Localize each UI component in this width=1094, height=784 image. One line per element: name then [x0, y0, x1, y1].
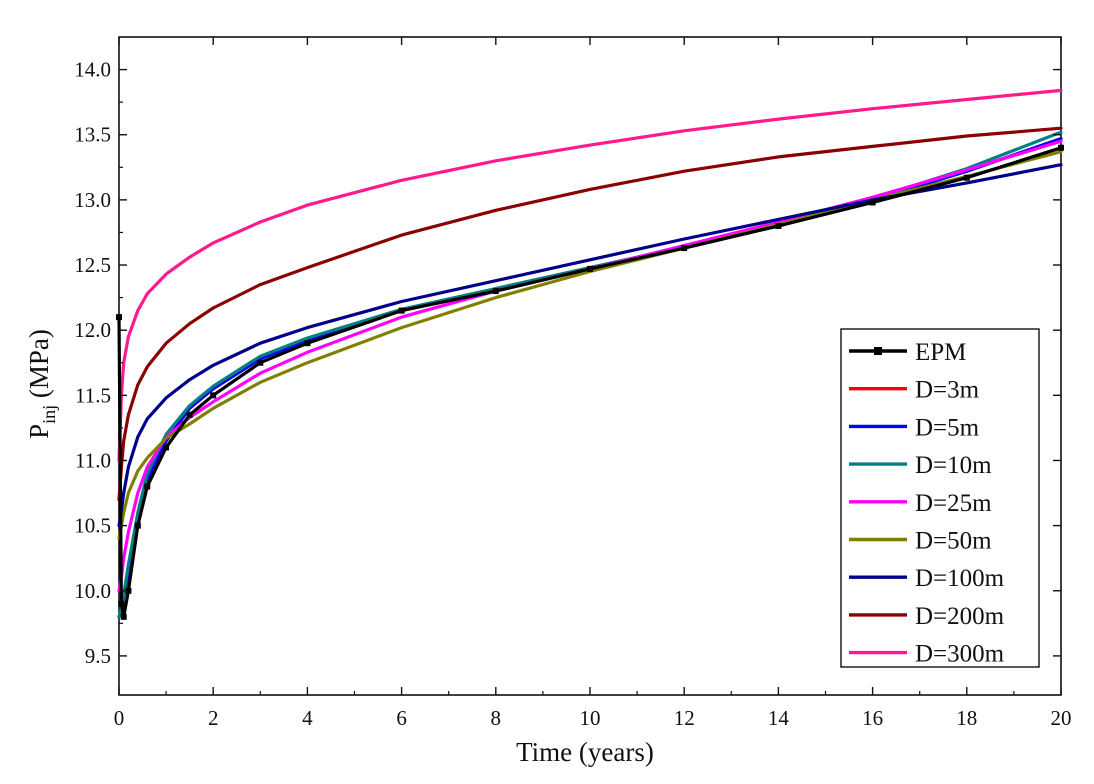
y-tick-label: 12.0: [74, 318, 111, 342]
y-tick-label: 14.0: [74, 58, 111, 82]
legend-label-d-5m: D=5m: [915, 414, 980, 441]
x-tick-label: 4: [302, 706, 313, 730]
series-line-d-100m: [117, 163, 1063, 528]
y-tick-label: 11.5: [75, 383, 111, 407]
series-layer: [116, 88, 1064, 620]
legend-label-d-3m: D=3m: [915, 377, 980, 404]
x-tick-label: 20: [1051, 706, 1072, 730]
legend-label-d-50m: D=50m: [915, 528, 992, 555]
series-point-epm: [134, 522, 141, 529]
x-axis-title: Time (years): [516, 737, 654, 767]
y-axis-title-unit: (MPa): [24, 329, 54, 405]
series-point-epm: [775, 222, 782, 229]
y-axis-title-subscript: inj: [39, 405, 59, 424]
y-tick-label: 13.0: [74, 188, 111, 212]
series-point-epm: [257, 359, 264, 366]
y-tick-label: 9.5: [85, 644, 111, 668]
series-point-epm: [304, 340, 311, 347]
series-point-epm: [681, 245, 688, 252]
legend-marker-epm: [874, 347, 882, 355]
y-tick-label: 13.5: [74, 123, 111, 147]
series-point-epm: [1058, 144, 1064, 151]
x-tick-label: 16: [862, 706, 883, 730]
series-point-epm: [210, 392, 217, 399]
series-point-epm: [125, 587, 132, 594]
x-tick-label: 10: [580, 706, 601, 730]
x-tick-label: 6: [396, 706, 407, 730]
legend-label-d-100m: D=100m: [915, 565, 1005, 592]
series-point-epm: [963, 174, 970, 181]
x-tick-label: 18: [956, 706, 977, 730]
legend-label-d-10m: D=10m: [915, 452, 992, 479]
series-line-d-200m: [117, 126, 1063, 502]
series-line-d-300m: [117, 88, 1063, 463]
svg-text:Pinj (MPa): Pinj (MPa): [24, 329, 59, 439]
series-point-epm: [163, 444, 170, 451]
series-point-epm: [186, 411, 193, 418]
legend-label-d-25m: D=25m: [915, 490, 992, 517]
series-point-epm: [118, 600, 125, 607]
series-point-epm: [144, 483, 151, 490]
series-line-d-25m: [117, 139, 1063, 593]
series-point-epm: [869, 199, 876, 206]
x-axis: 0 2 4 6 8 10 12 14 16 18 20: [114, 37, 1072, 730]
legend-box: [840, 328, 1040, 668]
x-tick-label: 0: [114, 706, 125, 730]
series-point-epm: [492, 288, 499, 295]
series-point-epm: [398, 307, 405, 314]
legend-label-d-300m: D=300m: [915, 641, 1005, 668]
series-point-epm: [587, 265, 593, 272]
series-point-epm: [116, 314, 122, 321]
x-tick-label: 14: [768, 706, 790, 730]
y-tick-label: 11.0: [75, 448, 111, 472]
x-tick-label: 12: [674, 706, 695, 730]
legend: EPM D=3m D=5m D=10m D=25m D=50m D=100m D=200m D=…: [840, 328, 1040, 668]
legend-label-d-200m: D=200m: [915, 603, 1005, 630]
x-tick-label: 8: [491, 706, 502, 730]
y-tick-label: 10.5: [74, 514, 111, 538]
y-axis: 9.5 10.0 10.5 11.0 11.5 12.0 12.5 13.0 13.5 14.0: [74, 58, 1061, 668]
x-tick-label: 2: [208, 706, 219, 730]
y-axis-title-main: P: [24, 424, 54, 439]
legend-label-epm: EPM: [915, 339, 966, 366]
y-axis-title: Pinj (MPa): [24, 329, 59, 439]
y-tick-label: 12.5: [74, 253, 111, 277]
y-tick-label: 10.0: [74, 579, 111, 603]
series-point-epm: [120, 613, 127, 620]
